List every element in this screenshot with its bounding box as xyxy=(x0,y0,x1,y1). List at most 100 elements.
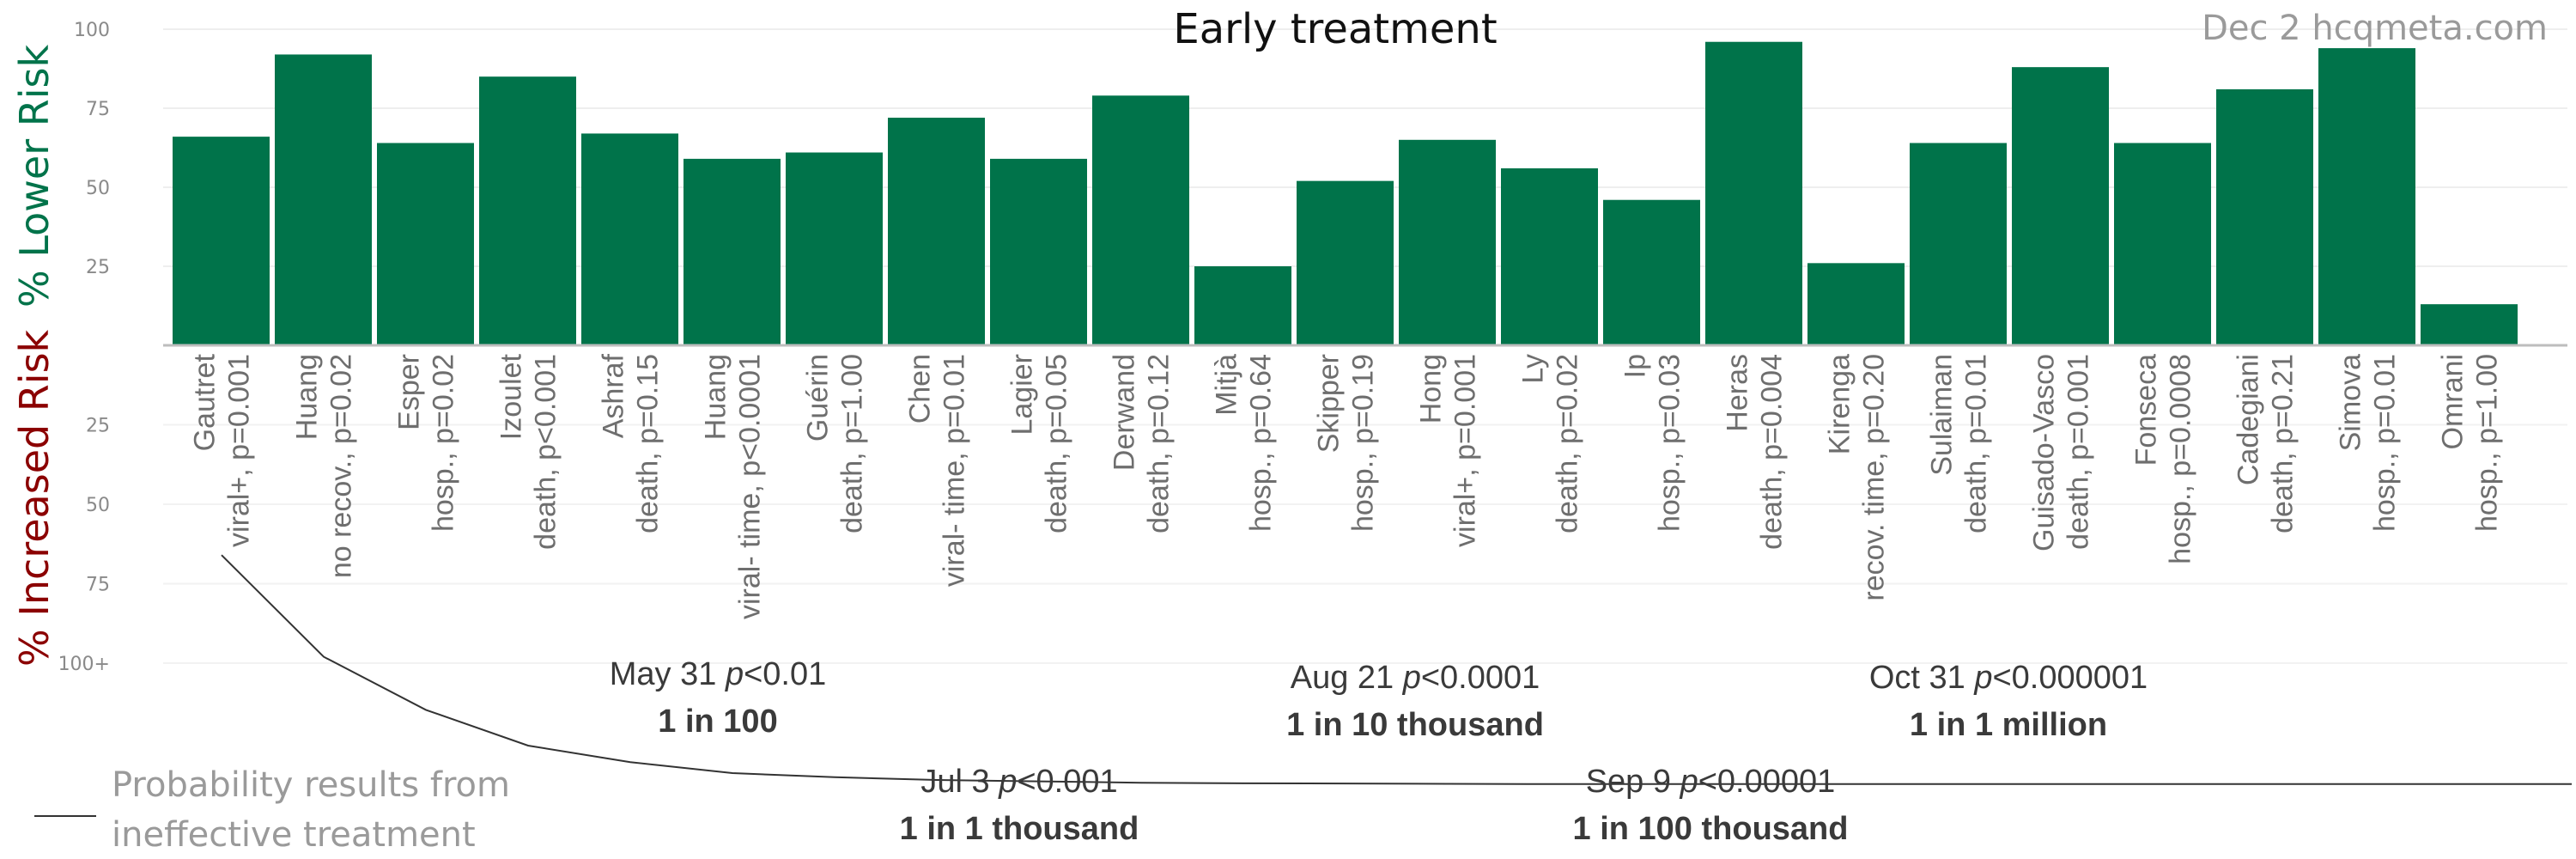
bar xyxy=(1501,168,1598,345)
y-label-lower-risk: % Lower Risk xyxy=(11,45,58,308)
x-tick-study: Guisado-Vasco xyxy=(2028,354,2061,551)
bar xyxy=(888,118,985,346)
x-tick-detail: hosp., p=1.00 xyxy=(2471,354,2504,532)
x-tick-study: Heras xyxy=(1722,354,1754,432)
x-tick-detail: death, p=0.01 xyxy=(1960,354,1993,533)
x-tick-detail: viral- time, p=0.01 xyxy=(939,354,971,587)
x-tick-study: Ly xyxy=(1517,354,1550,384)
x-tick-label: Cadegiani death, p=0.21 xyxy=(2233,354,2300,533)
bar xyxy=(1297,180,1394,345)
x-tick-study: Chen xyxy=(904,354,937,423)
x-tick-label: Izoulet death, p<0.001 xyxy=(495,353,562,549)
x-tick-detail: hosp., p=0.0008 xyxy=(2165,354,2197,564)
annotation-p: p xyxy=(1680,764,1698,800)
x-tick-study: Gautret xyxy=(189,353,222,451)
y-tick-upper: 100 xyxy=(74,20,110,41)
x-tick-detail: death, p=1.00 xyxy=(836,354,869,533)
chart-title: Early treatment xyxy=(1173,5,1497,53)
x-tick-label: Ip hosp., p=0.03 xyxy=(1619,354,1686,532)
bar xyxy=(1194,266,1291,345)
bar xyxy=(1399,139,1496,345)
annotation-date-text: Oct 31 xyxy=(1869,660,1975,696)
x-tick-label: Esper hosp., p=0.02 xyxy=(393,354,460,532)
annotation-odds: 1 in 10 thousand xyxy=(1286,707,1544,743)
annotation-threshold: <0.000001 xyxy=(1992,660,2148,696)
x-tick-label: Fonseca hosp., p=0.0008 xyxy=(2130,354,2197,564)
x-tick-study: Mitjà xyxy=(1211,354,1243,416)
y-tick-labels: 100 75 50 25 25 50 75 100+ xyxy=(58,20,110,675)
watermark: Dec 2 hcqmeta.com xyxy=(2202,9,2548,48)
annotation-p: p xyxy=(725,656,744,692)
x-tick-detail: death, p<0.001 xyxy=(530,354,562,550)
annotation-date: Jul 3 p<0.001 xyxy=(920,764,1117,800)
annotation-date-text: Aug 21 xyxy=(1291,660,1403,696)
x-tick-detail: no recov., p=0.02 xyxy=(325,354,358,578)
x-tick-study: Lagier xyxy=(1006,354,1039,436)
x-tick-label: Mitjà hosp., p=0.64 xyxy=(1211,354,1278,532)
x-tick-study: Huang xyxy=(700,354,732,440)
x-tick-study: Ip xyxy=(1619,354,1652,378)
x-tick-study: Simova xyxy=(2335,354,2367,451)
annotation-date: May 31 p<0.01 xyxy=(610,656,826,692)
bar xyxy=(1092,95,1189,345)
x-tick-detail: death, p=0.12 xyxy=(1143,354,1176,533)
x-tick-detail: death, p=0.15 xyxy=(632,354,665,533)
annotation-odds: 1 in 100 xyxy=(658,704,777,740)
x-tick-study: Esper xyxy=(393,354,426,430)
y-tick-lower: 75 xyxy=(86,575,110,596)
x-tick-label: Skipper hosp., p=0.19 xyxy=(1313,354,1380,532)
x-tick-label: Simova hosp., p=0.01 xyxy=(2335,354,2402,532)
annotations: May 31 p<0.01 1 in 100 Jul 3 p<0.001 1 in 1… xyxy=(610,656,2148,847)
x-tick-detail: death, p=0.21 xyxy=(2267,354,2300,533)
x-tick-detail: viral+, p=0.001 xyxy=(223,354,256,547)
x-tick-detail: hosp., p=0.64 xyxy=(1245,354,1278,532)
x-tick-detail: viral+, p=0.001 xyxy=(1449,354,1482,547)
x-tick-detail: hosp., p=0.03 xyxy=(1654,354,1686,532)
x-tick-label: Guérin death, p=1.00 xyxy=(802,354,869,533)
x-tick-detail: death, p=0.02 xyxy=(1552,354,1584,533)
x-tick-study: Derwand xyxy=(1109,354,1141,471)
x-tick-label: Heras death, p=0.004 xyxy=(1722,354,1789,550)
x-tick-study: Huang xyxy=(291,354,324,440)
x-tick-labels: Gautret viral+, p=0.001 Huang no recov., p=… xyxy=(189,353,2504,619)
annotation-p: p xyxy=(998,764,1017,800)
annotation-odds: 1 in 1 thousand xyxy=(900,811,1139,847)
x-tick-detail: hosp., p=0.19 xyxy=(1347,354,1380,532)
bar xyxy=(2216,88,2313,346)
x-tick-study: Ashraf xyxy=(598,353,630,438)
x-tick-study: Hong xyxy=(1415,354,1448,423)
y-tick-lower: 100+ xyxy=(58,654,110,675)
y-tick-upper: 25 xyxy=(86,257,110,278)
annotation-date-text: Jul 3 xyxy=(920,764,999,800)
x-tick-study: Cadegiani xyxy=(2233,354,2265,485)
x-tick-detail: death, p=0.05 xyxy=(1041,354,1073,533)
y-tick-lower: 50 xyxy=(86,495,110,516)
x-tick-label: Ly death, p=0.02 xyxy=(1517,354,1584,533)
bar xyxy=(2318,48,2415,346)
annotation-p: p xyxy=(1402,660,1421,696)
x-tick-detail: hosp., p=0.01 xyxy=(2369,354,2402,532)
bar xyxy=(173,137,270,345)
x-tick-label: Omrani hosp., p=1.00 xyxy=(2437,354,2504,532)
bar xyxy=(275,54,372,345)
x-tick-label: Huang viral- time, p<0.0001 xyxy=(700,354,767,619)
bar xyxy=(1807,263,1905,345)
x-tick-study: Fonseca xyxy=(2130,354,2163,466)
x-tick-label: Ashraf death, p=0.15 xyxy=(598,353,665,533)
probability-curve xyxy=(221,554,2572,785)
legend-label-line2: ineffective treatment xyxy=(112,815,476,855)
annotation-p: p xyxy=(1973,660,1992,696)
bar xyxy=(2114,143,2211,345)
bar xyxy=(2012,67,2109,345)
y-tick-upper: 50 xyxy=(86,178,110,199)
bar xyxy=(581,133,678,345)
bar xyxy=(377,143,474,345)
x-tick-study: Kirenga xyxy=(1824,354,1856,454)
x-tick-label: Kirenga recov. time, p=0.20 xyxy=(1824,354,1891,601)
x-tick-label: Gautret viral+, p=0.001 xyxy=(189,353,256,546)
bar xyxy=(990,158,1087,345)
bar xyxy=(479,76,576,345)
x-tick-study: Skipper xyxy=(1313,354,1346,453)
bar xyxy=(1603,199,1700,345)
